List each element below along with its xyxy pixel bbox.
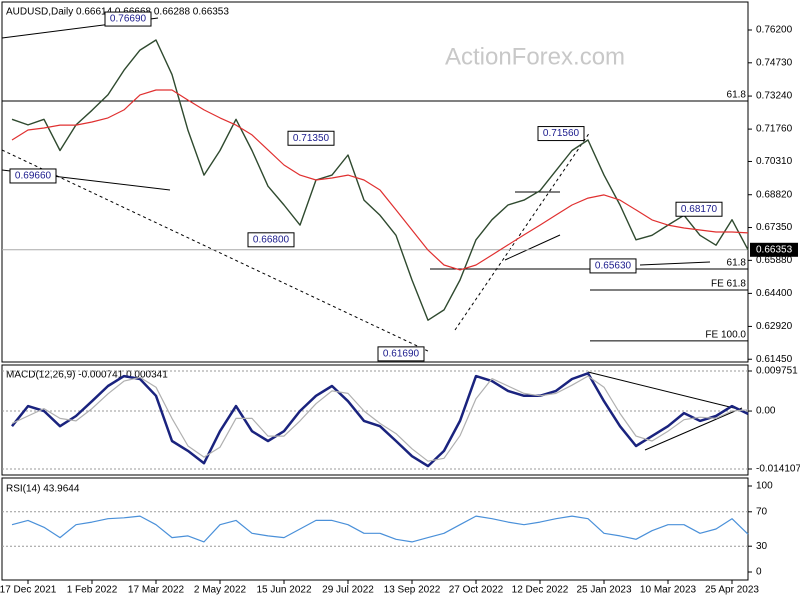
annotation-box (9, 168, 57, 184)
y-tick-label: -0.014107 (756, 464, 800, 475)
annotation-label: 0.68170 (681, 204, 718, 215)
annotation-label: 0.71560 (543, 128, 580, 139)
x-tick-label: 2 May 2022 (194, 585, 247, 596)
y-tick-label: 0.70310 (756, 156, 793, 167)
x-tick-label: 1 Feb 2022 (67, 585, 118, 596)
y-tick-label: 0.00 (756, 406, 776, 417)
annotation-label: 0.76690 (110, 14, 147, 25)
trendline (1, 149, 431, 353)
annotation-box (537, 126, 585, 142)
y-tick-label: 0.76200 (756, 25, 793, 36)
level-label: 61.8 (727, 258, 747, 269)
x-tick-label: 10 Mar 2023 (640, 585, 697, 596)
series-line (11, 515, 749, 543)
level-label: FE 100.0 (705, 330, 746, 341)
trendline (639, 261, 711, 266)
y-tick-label: 100 (756, 481, 773, 492)
annotation-box (675, 201, 723, 217)
y-tick-label: 0.73240 (756, 91, 793, 102)
panel-title: RSI(14) 43.9644 (6, 484, 80, 495)
level-label: 61.8 (727, 90, 747, 101)
level-label: FE 61.8 (711, 279, 746, 290)
y-tick-label: 0.74730 (756, 57, 793, 68)
x-tick-label: 12 Dec 2022 (512, 585, 569, 596)
x-tick-label: 25 Apr 2023 (705, 585, 759, 596)
annotation-label: 0.69660 (15, 171, 52, 182)
annotation-box (104, 11, 152, 27)
rsi-panel (1, 477, 749, 581)
last-price-label: 0.66353 (756, 244, 793, 255)
annotation-box (287, 130, 335, 146)
x-tick-label: 13 Sep 2022 (384, 585, 441, 596)
y-tick-label: 0.65880 (756, 255, 793, 266)
x-tick-label: 17 Mar 2022 (128, 585, 185, 596)
x-tick-label: 17 Dec 2021 (0, 585, 57, 596)
y-tick-label: 0.62920 (756, 321, 793, 332)
x-tick-label: 29 Jul 2022 (322, 585, 374, 596)
annotation-box (247, 232, 295, 248)
price-panel (1, 1, 749, 363)
annotation-box (589, 258, 637, 274)
trendline (587, 371, 743, 411)
trendline (644, 407, 743, 451)
series-line (11, 375, 749, 462)
annotation-label: 0.61690 (383, 349, 420, 360)
x-tick-label: 25 Jan 2023 (576, 585, 631, 596)
y-tick-label: 0.68820 (756, 189, 793, 200)
macd-panel (1, 364, 749, 476)
x-tick-label: 15 Jun 2022 (256, 585, 311, 596)
y-tick-label: 0.67350 (756, 222, 793, 233)
y-tick-label: 70 (756, 506, 768, 517)
y-tick-label: 0.61450 (756, 354, 793, 365)
series-line (11, 39, 749, 321)
annotation-label: 0.65630 (595, 261, 632, 272)
annotation-label: 0.71350 (293, 133, 330, 144)
y-tick-label: 0.71760 (756, 124, 793, 135)
trendline (454, 131, 591, 331)
y-tick-label: 0 (756, 567, 762, 578)
y-tick-label: 0.009751 (756, 366, 798, 377)
series-line (11, 89, 749, 271)
panel-title: MACD(12,26,9) -0.000741 0.000341 (6, 370, 168, 381)
annotation-label: 0.66800 (253, 234, 290, 245)
x-tick-label: 27 Oct 2022 (449, 585, 504, 596)
last-price-box (750, 242, 798, 257)
y-tick-label: 0.64400 (756, 288, 793, 299)
watermark: ActionForex.com (445, 43, 625, 70)
y-tick-label: 30 (756, 541, 768, 552)
annotation-box (377, 346, 425, 362)
trendline (504, 234, 561, 261)
